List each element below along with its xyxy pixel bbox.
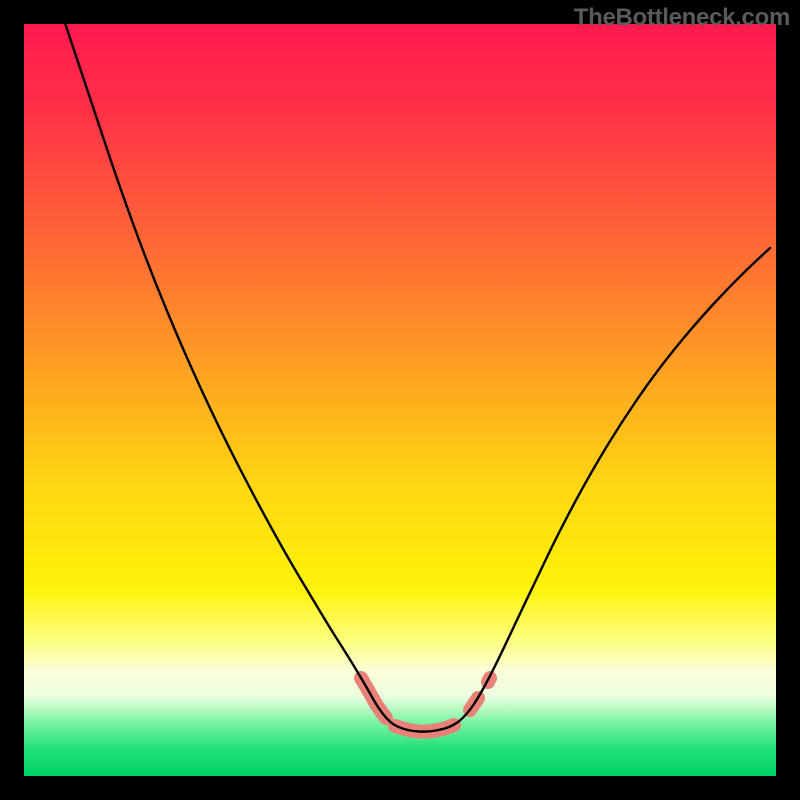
plot-area [24,24,776,776]
gradient-background [24,24,776,776]
watermark-text: TheBottleneck.com [574,4,790,32]
chart-frame: TheBottleneck.com [0,0,800,800]
plot-svg [24,24,776,776]
